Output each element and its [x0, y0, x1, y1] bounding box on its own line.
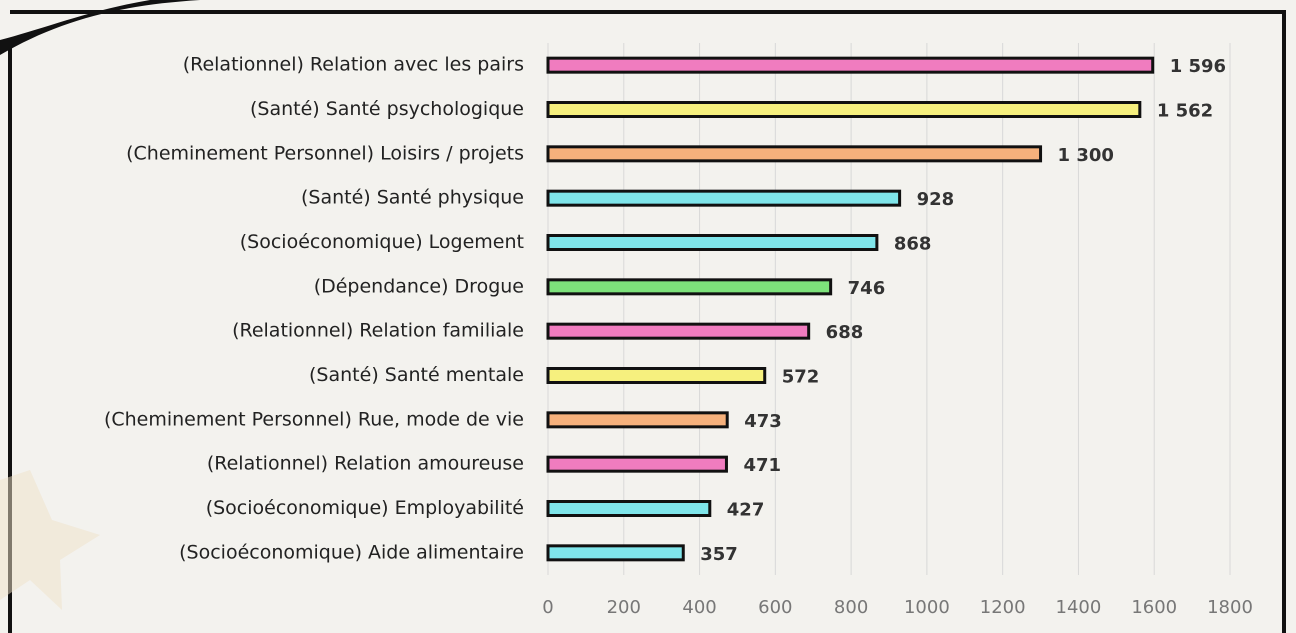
- y-tick-label: (Santé) Santé mentale: [309, 364, 524, 386]
- value-label: 357: [700, 544, 738, 565]
- y-tick-label: (Cheminement Personnel) Loisirs / projet…: [126, 142, 524, 164]
- value-label: 868: [894, 234, 932, 255]
- y-tick-label: (Relationnel) Relation amoureuse: [207, 453, 524, 475]
- x-tick-label: 1800: [1207, 597, 1253, 618]
- value-label: 746: [848, 278, 886, 299]
- y-tick-label: (Socioéconomique) Logement: [240, 231, 524, 253]
- value-label: 427: [727, 500, 765, 521]
- y-tick-label: (Relationnel) Relation familiale: [232, 320, 524, 342]
- bar: [548, 502, 710, 516]
- bar: [548, 58, 1153, 72]
- bar: [548, 324, 809, 338]
- y-tick-label: (Dépendance) Drogue: [314, 275, 524, 297]
- value-label: 1 300: [1058, 145, 1114, 166]
- y-tick-label: (Socioéconomique) Aide alimentaire: [179, 541, 524, 563]
- y-tick-label: (Cheminement Personnel) Rue, mode de vie: [104, 408, 524, 430]
- chart: 0 200 400 600 800 1000 1200 1400 1600 1800 (Relati…: [0, 0, 1296, 633]
- bar: [548, 369, 765, 383]
- bar: [548, 280, 831, 294]
- bar: [548, 103, 1140, 117]
- value-label: 572: [782, 367, 820, 388]
- y-tick-label: (Relationnel) Relation avec les pairs: [183, 54, 524, 76]
- bar: [548, 413, 727, 427]
- value-label: 471: [743, 455, 781, 476]
- bar: [548, 546, 683, 560]
- page: {"chart_data": {"type": "hbar", "categor…: [0, 0, 1296, 633]
- x-tick-label: 1200: [980, 597, 1026, 618]
- value-label: 1 562: [1157, 101, 1213, 122]
- bar: [548, 147, 1041, 161]
- value-label: 473: [744, 411, 782, 432]
- x-tick-label: 0: [542, 597, 553, 618]
- value-label: 688: [826, 322, 864, 343]
- background: [0, 0, 1296, 633]
- x-tick-label: 1000: [904, 597, 950, 618]
- x-tick-label: 600: [758, 597, 792, 618]
- y-tick-label: (Socioéconomique) Employabilité: [206, 497, 524, 519]
- x-tick-label: 400: [682, 597, 716, 618]
- x-tick-label: 1600: [1131, 597, 1177, 618]
- y-tick-label: (Santé) Santé psychologique: [250, 98, 524, 120]
- bar: [548, 457, 726, 471]
- bar: [548, 236, 877, 250]
- y-tick-label: (Santé) Santé physique: [301, 187, 524, 209]
- x-tick-label: 800: [834, 597, 868, 618]
- x-tick-label: 1400: [1056, 597, 1102, 618]
- value-label: 1 596: [1170, 56, 1226, 77]
- value-label: 928: [917, 189, 955, 210]
- bar: [548, 191, 900, 205]
- x-tick-label: 200: [607, 597, 641, 618]
